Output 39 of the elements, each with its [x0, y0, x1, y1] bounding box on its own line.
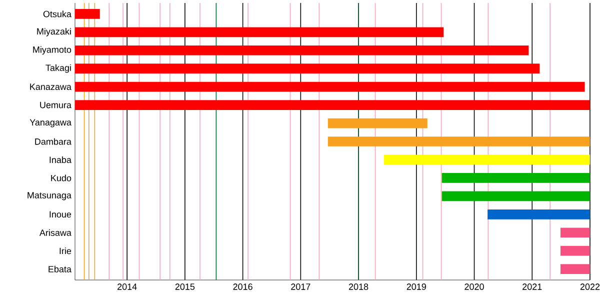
bar [328, 136, 590, 146]
y-tick-label: Miyamoto [33, 46, 72, 55]
x-tick-label: 2019 [406, 284, 426, 290]
x-tick-label: 2014 [118, 284, 137, 290]
y-tick-label: Takagi [46, 64, 71, 73]
y-tick-label: Kanazawa [30, 84, 72, 90]
y-tick-label: Matsunaga [28, 192, 72, 200]
bar [75, 100, 590, 110]
bar [560, 246, 590, 256]
bar [442, 173, 590, 183]
bar [75, 64, 540, 74]
y-tick-label: Yanagawa [30, 119, 72, 128]
y-tick-label: Ebata [48, 266, 72, 272]
bar [75, 27, 444, 38]
bar [328, 118, 428, 128]
x-tick-label: 2015 [175, 284, 195, 290]
bar [442, 191, 590, 202]
x-tick-label: 2018 [348, 284, 368, 290]
bar [384, 154, 590, 165]
x-tick-label: 2020 [464, 284, 484, 290]
x-tick-label: 2016 [233, 284, 252, 290]
bar [75, 9, 100, 19]
bar [488, 209, 590, 220]
bar [560, 228, 590, 238]
y-tick-label: Otsuka [43, 10, 72, 18]
bar [75, 82, 585, 92]
y-tick-label: Arisawa [39, 229, 72, 236]
x-tick-label: 2022 [580, 284, 600, 290]
y-tick-label: Inaba [50, 156, 72, 164]
bar [560, 264, 590, 274]
y-tick-label: Irie [60, 248, 72, 254]
x-tick-label: 2021 [522, 284, 542, 290]
bar [75, 45, 529, 56]
y-tick-label: Dambara [35, 138, 72, 145]
y-tick-label: Kudo [51, 174, 72, 182]
y-tick-label: Inoue [50, 211, 72, 218]
y-tick-label: Uemura [40, 102, 72, 108]
y-tick-label: Miyazaki [37, 28, 71, 36]
x-tick-label: 2017 [291, 284, 310, 290]
